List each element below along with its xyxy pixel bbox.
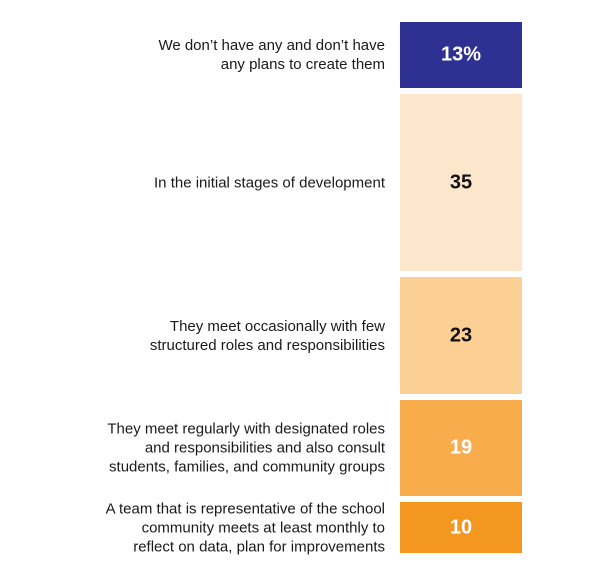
category-label: We don’t have any and don’t have any pla… bbox=[158, 36, 385, 73]
bar-segment: 23 bbox=[400, 277, 522, 394]
bar-segment: 10 bbox=[400, 502, 522, 553]
category-label: They meet occasionally with few structur… bbox=[149, 317, 385, 354]
category-label: In the initial stages of development bbox=[154, 174, 385, 192]
bar-segment: 19 bbox=[400, 399, 522, 497]
value-label: 23 bbox=[449, 324, 473, 347]
bar-segment: 35 bbox=[400, 93, 522, 272]
value-label: 13% bbox=[440, 43, 482, 66]
value-label: 19 bbox=[449, 436, 473, 459]
value-label: 10 bbox=[449, 516, 473, 539]
category-label: They meet regularly with designated role… bbox=[107, 420, 385, 476]
category-label: A team that is representative of the sch… bbox=[105, 500, 385, 556]
value-label: 35 bbox=[449, 171, 473, 194]
bar-segment: 13% bbox=[400, 22, 522, 88]
